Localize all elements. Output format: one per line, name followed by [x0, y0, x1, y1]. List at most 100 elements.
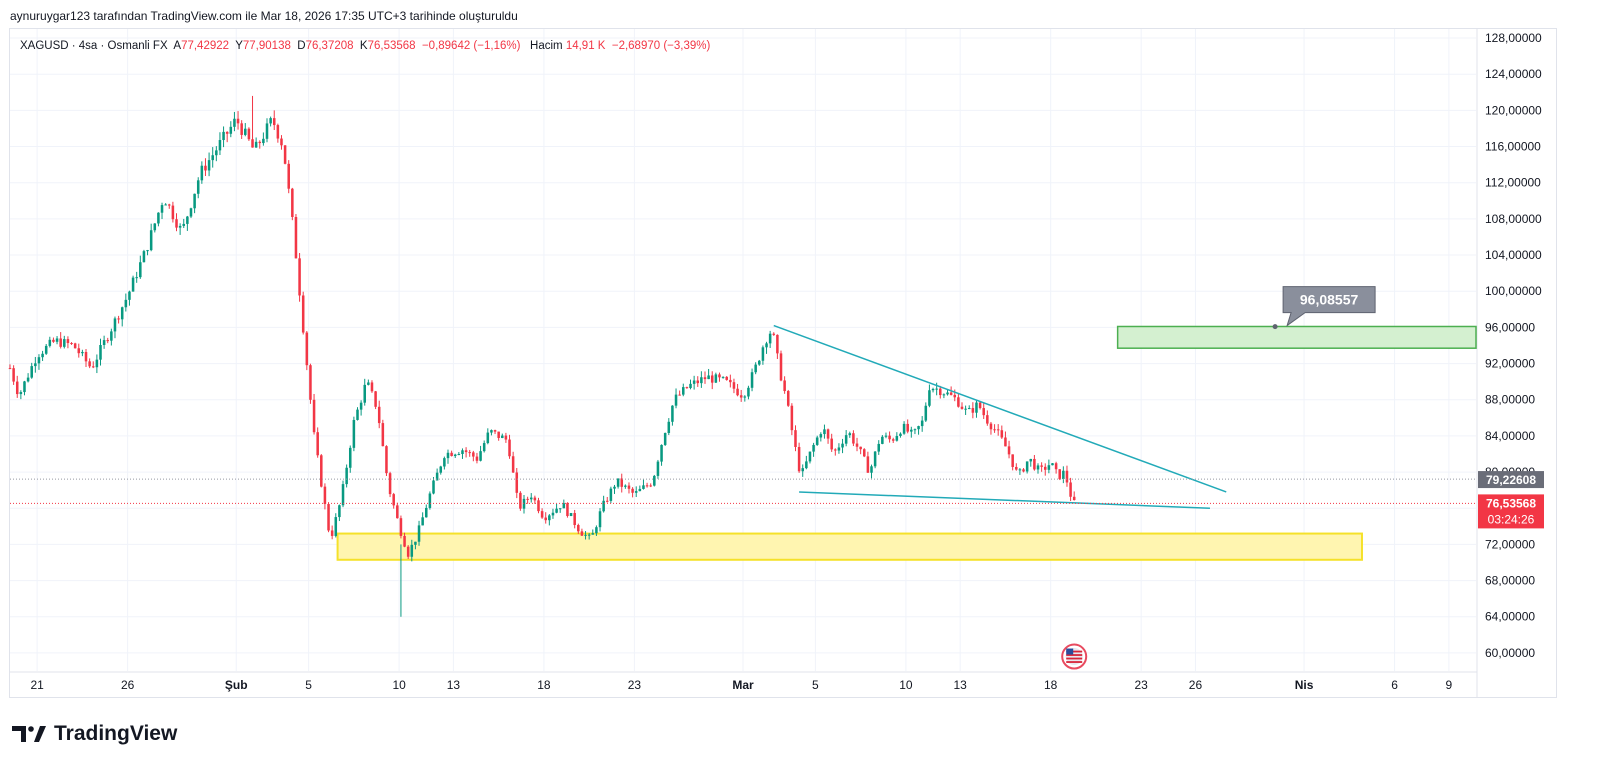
candle[interactable]: [631, 487, 634, 498]
candle[interactable]: [964, 405, 967, 415]
candle[interactable]: [59, 332, 62, 349]
candle[interactable]: [493, 429, 497, 435]
candle[interactable]: [345, 464, 348, 488]
candle[interactable]: [1051, 463, 1054, 466]
candle[interactable]: [913, 428, 917, 435]
candle[interactable]: [551, 508, 555, 519]
candle[interactable]: [207, 152, 211, 177]
candle[interactable]: [790, 403, 794, 436]
wedge-upper-trendline[interactable]: [773, 324, 1227, 493]
candle[interactable]: [258, 140, 262, 149]
us-flag-event-icon[interactable]: [1061, 643, 1088, 670]
candle[interactable]: [327, 502, 330, 533]
candle[interactable]: [750, 368, 754, 392]
candle[interactable]: [616, 478, 620, 489]
candle[interactable]: [1018, 467, 1022, 475]
candle[interactable]: [312, 393, 316, 435]
candle[interactable]: [776, 334, 779, 359]
candle[interactable]: [446, 449, 450, 464]
candle[interactable]: [540, 508, 544, 519]
candle[interactable]: [338, 504, 341, 522]
candle[interactable]: [700, 371, 703, 388]
candle[interactable]: [1033, 455, 1036, 471]
candle[interactable]: [44, 343, 48, 355]
candle[interactable]: [330, 525, 334, 540]
candle[interactable]: [906, 419, 909, 434]
candle[interactable]: [747, 385, 750, 400]
candle[interactable]: [801, 464, 804, 477]
candle[interactable]: [812, 442, 815, 457]
candle[interactable]: [613, 484, 616, 494]
candle[interactable]: [569, 512, 573, 517]
candle[interactable]: [671, 405, 674, 426]
candle[interactable]: [967, 405, 971, 410]
candle[interactable]: [642, 479, 645, 490]
candle[interactable]: [519, 491, 522, 511]
candle[interactable]: [215, 146, 218, 162]
candle[interactable]: [895, 432, 899, 442]
candle[interactable]: [417, 520, 421, 546]
candle[interactable]: [939, 385, 942, 399]
candle[interactable]: [1029, 458, 1033, 467]
candle[interactable]: [26, 373, 30, 383]
candle[interactable]: [855, 437, 859, 452]
candle[interactable]: [602, 495, 605, 513]
candle[interactable]: [591, 529, 595, 535]
candle[interactable]: [410, 539, 414, 562]
candle[interactable]: [989, 421, 993, 435]
candle[interactable]: [1036, 463, 1040, 474]
candle[interactable]: [233, 111, 236, 132]
candle[interactable]: [660, 444, 663, 466]
candle[interactable]: [1043, 463, 1047, 476]
candle[interactable]: [844, 430, 848, 447]
candle[interactable]: [1007, 440, 1011, 459]
candle[interactable]: [37, 354, 41, 370]
candle[interactable]: [928, 384, 931, 408]
candle[interactable]: [627, 482, 631, 494]
candle[interactable]: [703, 371, 707, 384]
candle[interactable]: [986, 410, 989, 426]
candle[interactable]: [323, 483, 327, 510]
candle[interactable]: [262, 132, 265, 146]
candle[interactable]: [761, 345, 765, 365]
candle[interactable]: [113, 316, 117, 339]
candle[interactable]: [710, 371, 714, 390]
candle[interactable]: [66, 336, 70, 349]
candle[interactable]: [200, 161, 204, 184]
candle[interactable]: [240, 120, 243, 139]
candle[interactable]: [783, 376, 786, 394]
candle[interactable]: [428, 491, 432, 510]
candle[interactable]: [873, 451, 877, 469]
candle[interactable]: [320, 454, 323, 488]
candle[interactable]: [1062, 466, 1065, 484]
candle[interactable]: [862, 448, 866, 458]
candle[interactable]: [888, 431, 891, 443]
candle[interactable]: [91, 361, 95, 369]
candle[interactable]: [352, 416, 356, 452]
candle[interactable]: [1065, 465, 1069, 487]
candle[interactable]: [877, 440, 881, 455]
candle[interactable]: [645, 482, 649, 488]
candle[interactable]: [834, 448, 837, 456]
candle[interactable]: [287, 160, 290, 194]
candle[interactable]: [819, 432, 823, 442]
candle[interactable]: [81, 349, 84, 357]
candle[interactable]: [450, 450, 453, 457]
candle[interactable]: [374, 390, 377, 410]
candle[interactable]: [852, 430, 855, 447]
candle[interactable]: [605, 496, 609, 503]
candle[interactable]: [529, 493, 533, 503]
candle[interactable]: [577, 523, 580, 534]
candle[interactable]: [653, 474, 656, 487]
candle[interactable]: [815, 435, 819, 446]
candle[interactable]: [341, 480, 345, 508]
candle[interactable]: [924, 402, 928, 423]
candle[interactable]: [435, 468, 439, 481]
candle[interactable]: [70, 342, 73, 345]
candle[interactable]: [689, 379, 692, 390]
candle[interactable]: [157, 212, 160, 227]
candle[interactable]: [153, 223, 157, 233]
target-zone[interactable]: [1116, 325, 1477, 349]
candle[interactable]: [334, 513, 338, 538]
candle[interactable]: [823, 424, 826, 439]
